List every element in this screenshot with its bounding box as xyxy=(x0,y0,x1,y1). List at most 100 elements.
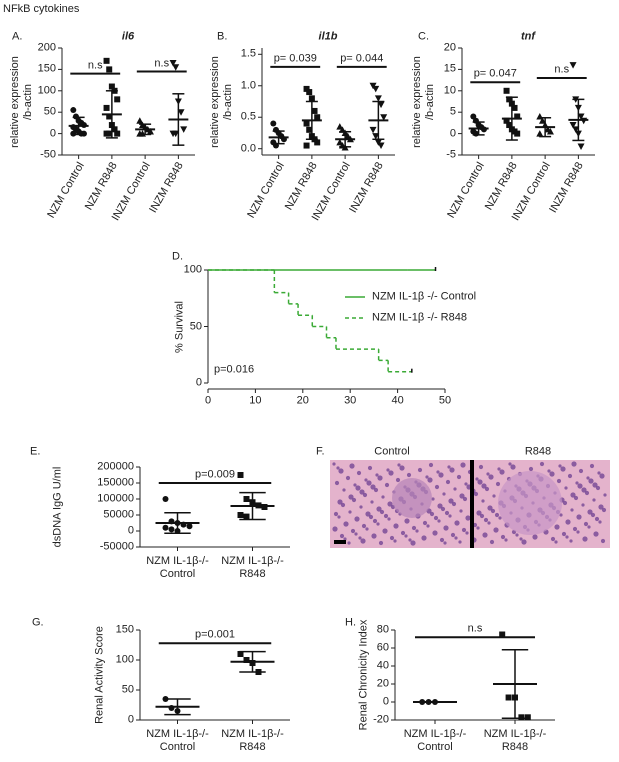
histology-nucleus xyxy=(490,508,496,514)
data-point xyxy=(506,96,513,103)
data-point xyxy=(569,62,577,69)
data-point xyxy=(311,107,318,114)
y-tick-label: 20 xyxy=(376,677,389,690)
histology-nucleus xyxy=(481,499,485,503)
y-tick-label: 50 xyxy=(43,105,56,118)
histology-nucleus xyxy=(443,525,449,531)
panel-label: F. xyxy=(316,445,325,458)
histology-nucleus xyxy=(462,496,468,502)
histology-nucleus xyxy=(489,539,495,545)
histology-nucleus xyxy=(371,533,377,539)
histology-nucleus xyxy=(379,509,385,515)
y-tick-label: 100000 xyxy=(97,492,134,505)
data-point xyxy=(577,143,585,150)
histology-nucleus xyxy=(473,491,479,497)
significance-label: p=0.009 xyxy=(194,468,236,481)
histology-nucleus xyxy=(570,492,576,498)
histology-nucleus xyxy=(459,509,463,513)
y-tick-label: 0 xyxy=(449,127,456,140)
histology-nucleus xyxy=(339,533,345,539)
histology-nucleus xyxy=(361,523,367,529)
y-tick-label: 0.5 xyxy=(240,110,256,123)
data-point xyxy=(136,117,144,124)
histology-nucleus xyxy=(333,511,339,517)
y-tick-label: 0 xyxy=(195,376,202,389)
y-axis-label: Renal Chronicity Index xyxy=(357,619,370,731)
data-point xyxy=(514,113,521,120)
y-tick-label: 1.5 xyxy=(240,47,256,60)
histology-nucleus xyxy=(521,539,527,545)
histology-nucleus xyxy=(597,471,601,475)
histology-nucleus xyxy=(338,468,344,474)
data-point xyxy=(577,113,585,120)
histology-nucleus xyxy=(482,532,488,538)
data-point xyxy=(377,101,385,109)
y-tick-label: 100 xyxy=(115,653,134,666)
histology-nucleus xyxy=(347,541,351,545)
data-point xyxy=(237,512,244,518)
scale-bar xyxy=(334,540,346,544)
histology-nucleus xyxy=(362,492,368,498)
y-tick-label: -5 xyxy=(446,148,456,161)
histology-nucleus xyxy=(594,516,600,522)
data-point xyxy=(572,126,580,133)
histology-nucleus xyxy=(499,469,505,475)
data-point xyxy=(106,66,113,73)
histology-nucleus xyxy=(504,538,508,542)
data-point xyxy=(114,96,121,103)
y-axis-label: % Survival xyxy=(173,300,186,353)
histology-nucleus xyxy=(431,497,435,501)
histology-nucleus xyxy=(493,527,499,533)
histology-nucleus xyxy=(558,464,562,468)
histology-nucleus xyxy=(477,479,483,485)
histology-nucleus xyxy=(360,538,366,544)
data-point xyxy=(372,133,380,140)
y-tick-label: 150 xyxy=(37,62,56,75)
histology-nucleus xyxy=(411,525,417,531)
histology-nucleus xyxy=(437,519,441,523)
y-tick-label: 100 xyxy=(183,263,202,276)
histology-nucleus xyxy=(601,507,607,513)
histology-nucleus xyxy=(332,526,338,532)
histology-nucleus xyxy=(576,530,580,534)
histology-nucleus xyxy=(348,494,354,500)
histology-nucleus xyxy=(429,511,435,517)
histology-nucleus xyxy=(593,531,599,537)
histology-nucleus xyxy=(442,492,446,496)
x-tick-label: NZM IL-1β-/- R848 xyxy=(483,728,547,753)
histology-nucleus xyxy=(404,534,408,538)
histology-nucleus xyxy=(432,530,438,536)
histology-nucleus xyxy=(451,501,457,507)
histology-nucleus xyxy=(476,510,482,516)
significance-label: p= 0.047 xyxy=(473,67,517,80)
histology-nucleus xyxy=(486,472,490,476)
histology-nucleus xyxy=(393,539,397,543)
histology-nucleus xyxy=(375,473,379,477)
data-point xyxy=(114,130,121,137)
histology-nucleus xyxy=(350,528,356,534)
histology-nucleus xyxy=(510,464,516,470)
significance-label: p= 0.044 xyxy=(340,52,384,65)
legend-label: NZM IL-1β -/- R848 xyxy=(372,311,467,324)
data-point xyxy=(506,122,513,129)
histology-nucleus xyxy=(378,540,384,546)
histology-nucleus xyxy=(587,525,591,529)
data-point xyxy=(186,523,193,530)
histology-nucleus xyxy=(549,471,555,477)
data-point xyxy=(546,127,554,135)
data-point xyxy=(303,85,310,92)
y-tick-label: -20 xyxy=(373,713,389,726)
x-tick-label: NZM IL-1β-/- Control xyxy=(403,728,467,753)
data-point xyxy=(536,130,544,137)
panel-title: tnf xyxy=(520,30,536,43)
histology-nucleus xyxy=(458,540,462,544)
x-tick-label: NZM IL-1β-/- R848 xyxy=(221,555,284,580)
y-tick-label: 200 xyxy=(37,41,56,54)
histology-nucleus xyxy=(438,472,444,478)
x-tick-label: 50 xyxy=(438,394,452,407)
histology-nucleus xyxy=(348,510,352,514)
histology-nucleus xyxy=(567,473,573,479)
histology-nucleus xyxy=(448,498,454,504)
histology-nucleus xyxy=(449,467,455,473)
panel-label: D. xyxy=(172,250,183,263)
